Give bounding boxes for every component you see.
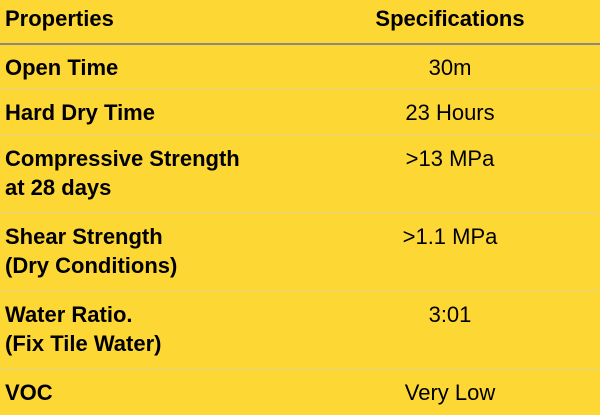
table-row: VOC Very Low — [0, 370, 600, 415]
table-row: Water Ratio.(Fix Tile Water) 3:01 — [0, 292, 600, 370]
spec-cell: >1.1 MPa — [300, 214, 600, 292]
header-row: Properties Specifications — [0, 0, 600, 44]
spec-cell: 30m — [300, 44, 600, 90]
property-line: Water Ratio. — [5, 300, 295, 329]
property-cell: Open Time — [0, 44, 300, 90]
property-line: at 28 days — [5, 173, 295, 202]
spec-cell: >13 MPa — [300, 136, 600, 214]
property-cell: VOC — [0, 370, 300, 415]
property-line: (Fix Tile Water) — [5, 329, 295, 358]
spec-cell: Very Low — [300, 370, 600, 415]
spec-cell: 3:01 — [300, 292, 600, 370]
header-properties: Properties — [0, 0, 300, 44]
property-cell: Shear Strength(Dry Conditions) — [0, 214, 300, 292]
property-line: Compressive Strength — [5, 144, 295, 173]
property-line: (Dry Conditions) — [5, 251, 295, 280]
table-row: Open Time 30m — [0, 44, 600, 90]
table-row: Shear Strength(Dry Conditions) >1.1 MPa — [0, 214, 600, 292]
table-row: Hard Dry Time 23 Hours — [0, 90, 600, 136]
header-specifications: Specifications — [300, 0, 600, 44]
spec-cell: 23 Hours — [300, 90, 600, 136]
property-cell: Water Ratio.(Fix Tile Water) — [0, 292, 300, 370]
property-line: Shear Strength — [5, 222, 295, 251]
property-cell: Hard Dry Time — [0, 90, 300, 136]
